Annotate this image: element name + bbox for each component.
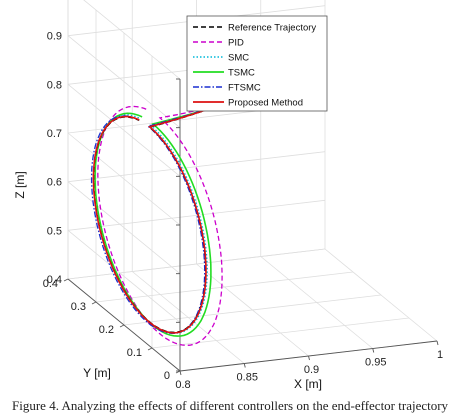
- x-tick-label: 0.8: [175, 379, 190, 391]
- legend-label: PID: [228, 38, 244, 49]
- y-tick-mark: [119, 324, 125, 328]
- series-tsmc: [94, 53, 326, 337]
- tick-labels: 0.8 0.85 0.9 0.95 1 0 0.1 0.2 0.3 0.40.4 0.5 0.6 0.7…: [43, 31, 443, 391]
- legend-label: FTSMC: [228, 83, 261, 94]
- x-tick-mark: [179, 370, 182, 376]
- figure-caption: Figure 4. Analyzing the effects of diffe…: [0, 398, 474, 413]
- grid-line: [83, 0, 181, 80]
- grid-line: [67, 35, 181, 128]
- x-tick-mark: [308, 355, 310, 361]
- grid-line: [95, 271, 354, 303]
- grid-line: [67, 151, 326, 183]
- chart-figure: 0.8 0.85 0.9 0.95 1 0 0.1 0.2 0.3 0.40.4 0.5 0.6 0.7…: [13, 0, 443, 391]
- z-tick-label: 0.4: [47, 274, 62, 286]
- y-tick-label: 0.2: [99, 324, 114, 336]
- y-tick-mark: [91, 301, 97, 305]
- legend-label: TSMC: [228, 68, 255, 79]
- axes-box: [63, 78, 439, 376]
- legend-label: Reference Trajectory: [228, 23, 316, 34]
- z-tick-label: 0.6: [47, 177, 62, 189]
- z-tick-label: 0.9: [47, 31, 62, 43]
- legend: Reference Trajectory PID SMC TSMC FTSMC Propo…: [186, 15, 328, 112]
- z-axis-label: Z [m]: [13, 171, 27, 198]
- y-tick-label: 0: [164, 370, 170, 382]
- grid-line: [67, 248, 326, 280]
- x-tick-mark: [372, 348, 375, 353]
- grid-line: [151, 317, 410, 349]
- y-tick-label: 0.3: [71, 301, 86, 313]
- caption-text: Figure 4. Analyzing the effects of diffe…: [12, 398, 449, 413]
- x-tick-label: 0.85: [237, 372, 258, 384]
- grid-line: [67, 230, 181, 323]
- z-tick-label: 0.5: [47, 225, 62, 237]
- grid-line: [123, 294, 382, 326]
- x-tick-mark: [243, 363, 246, 368]
- y-tick-label: 0.1: [127, 347, 142, 359]
- legend-box: [186, 15, 328, 112]
- z-tick-label: 0.8: [47, 79, 62, 91]
- series-pid: [97, 53, 326, 347]
- grid-line: [67, 181, 181, 274]
- x-tick-label: 1: [437, 349, 443, 361]
- z-tick-label: 0.7: [47, 128, 62, 140]
- x-tick-label: 0.95: [365, 357, 386, 369]
- x-tick-mark: [436, 340, 439, 346]
- legend-label: SMC: [228, 53, 249, 64]
- x-tick-label: 0.9: [304, 364, 319, 376]
- grid-line: [67, 199, 326, 231]
- y-tick-label: 0.4: [43, 278, 58, 290]
- grid-line: [67, 84, 181, 177]
- series-proposed-method: [92, 53, 326, 334]
- y-axis-label: Y [m]: [83, 366, 111, 380]
- x-axis-label: X [m]: [294, 377, 322, 391]
- grid-line: [67, 132, 181, 226]
- series-layer: [90, 53, 326, 347]
- y-tick-mark: [147, 347, 153, 351]
- y-tick-mark: [63, 278, 69, 282]
- legend-label: Proposed Method: [228, 98, 303, 109]
